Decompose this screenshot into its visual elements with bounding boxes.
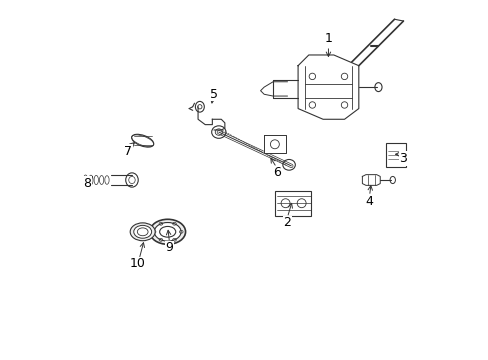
Ellipse shape — [130, 223, 155, 241]
Text: 2: 2 — [283, 216, 291, 229]
Text: 5: 5 — [210, 88, 218, 101]
Ellipse shape — [154, 222, 181, 241]
Text: 4: 4 — [365, 195, 373, 208]
Text: 6: 6 — [272, 166, 280, 179]
Polygon shape — [362, 175, 380, 185]
Text: 10: 10 — [129, 257, 145, 270]
FancyBboxPatch shape — [274, 191, 310, 216]
Text: 7: 7 — [124, 145, 132, 158]
Polygon shape — [264, 135, 285, 153]
Text: 1: 1 — [324, 32, 332, 45]
Ellipse shape — [134, 225, 151, 238]
FancyBboxPatch shape — [386, 143, 406, 167]
Ellipse shape — [149, 219, 185, 244]
Text: 9: 9 — [165, 241, 173, 255]
Text: 8: 8 — [83, 177, 91, 190]
Text: 3: 3 — [399, 152, 407, 165]
Polygon shape — [298, 55, 358, 119]
